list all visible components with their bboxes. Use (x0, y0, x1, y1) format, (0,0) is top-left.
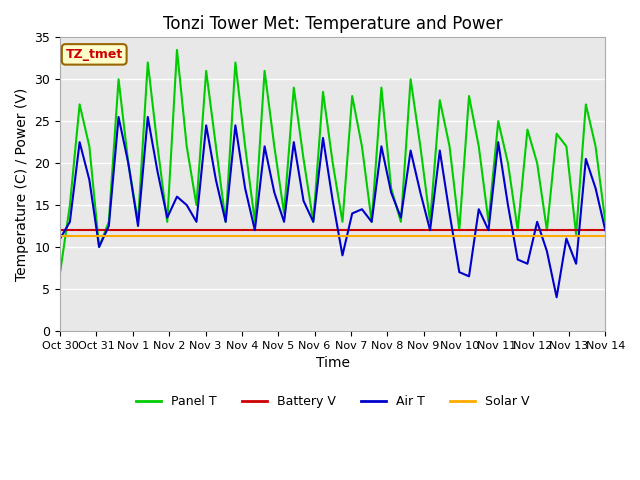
Battery V (426, 228, 434, 233)
Solar V (56, 233, 64, 239)
Panel T (173, 47, 181, 53)
Y-axis label: Temperature (C) / Power (V): Temperature (C) / Power (V) (15, 87, 29, 281)
Battery V (86, 228, 93, 233)
Panel T (56, 269, 64, 275)
Panel T (602, 219, 609, 225)
Solar V (86, 233, 93, 239)
Solar V (426, 233, 434, 239)
Panel T (436, 97, 444, 103)
Solar V (76, 233, 83, 239)
Panel T (86, 144, 93, 149)
Panel T (445, 144, 453, 149)
Battery V (290, 228, 298, 233)
Solar V (602, 233, 609, 239)
Air T (436, 148, 444, 154)
Air T (56, 236, 64, 241)
Air T (115, 114, 122, 120)
Air T (602, 228, 609, 233)
Solar V (202, 233, 210, 239)
Air T (445, 211, 453, 216)
Air T (553, 294, 561, 300)
Legend: Panel T, Battery V, Air T, Solar V: Panel T, Battery V, Air T, Solar V (131, 390, 534, 413)
Battery V (56, 228, 64, 233)
Battery V (436, 228, 444, 233)
Air T (86, 177, 93, 183)
Air T (300, 198, 307, 204)
Battery V (602, 228, 609, 233)
Line: Air T: Air T (60, 117, 605, 297)
Air T (212, 177, 220, 183)
Battery V (202, 228, 210, 233)
Solar V (290, 233, 298, 239)
Air T (76, 139, 83, 145)
Solar V (436, 233, 444, 239)
Panel T (76, 102, 83, 108)
Text: TZ_tmet: TZ_tmet (66, 48, 123, 61)
Panel T (300, 156, 307, 162)
Battery V (76, 228, 83, 233)
Line: Panel T: Panel T (60, 50, 605, 272)
X-axis label: Time: Time (316, 356, 349, 370)
Panel T (212, 144, 220, 149)
Title: Tonzi Tower Met: Temperature and Power: Tonzi Tower Met: Temperature and Power (163, 15, 502, 33)
